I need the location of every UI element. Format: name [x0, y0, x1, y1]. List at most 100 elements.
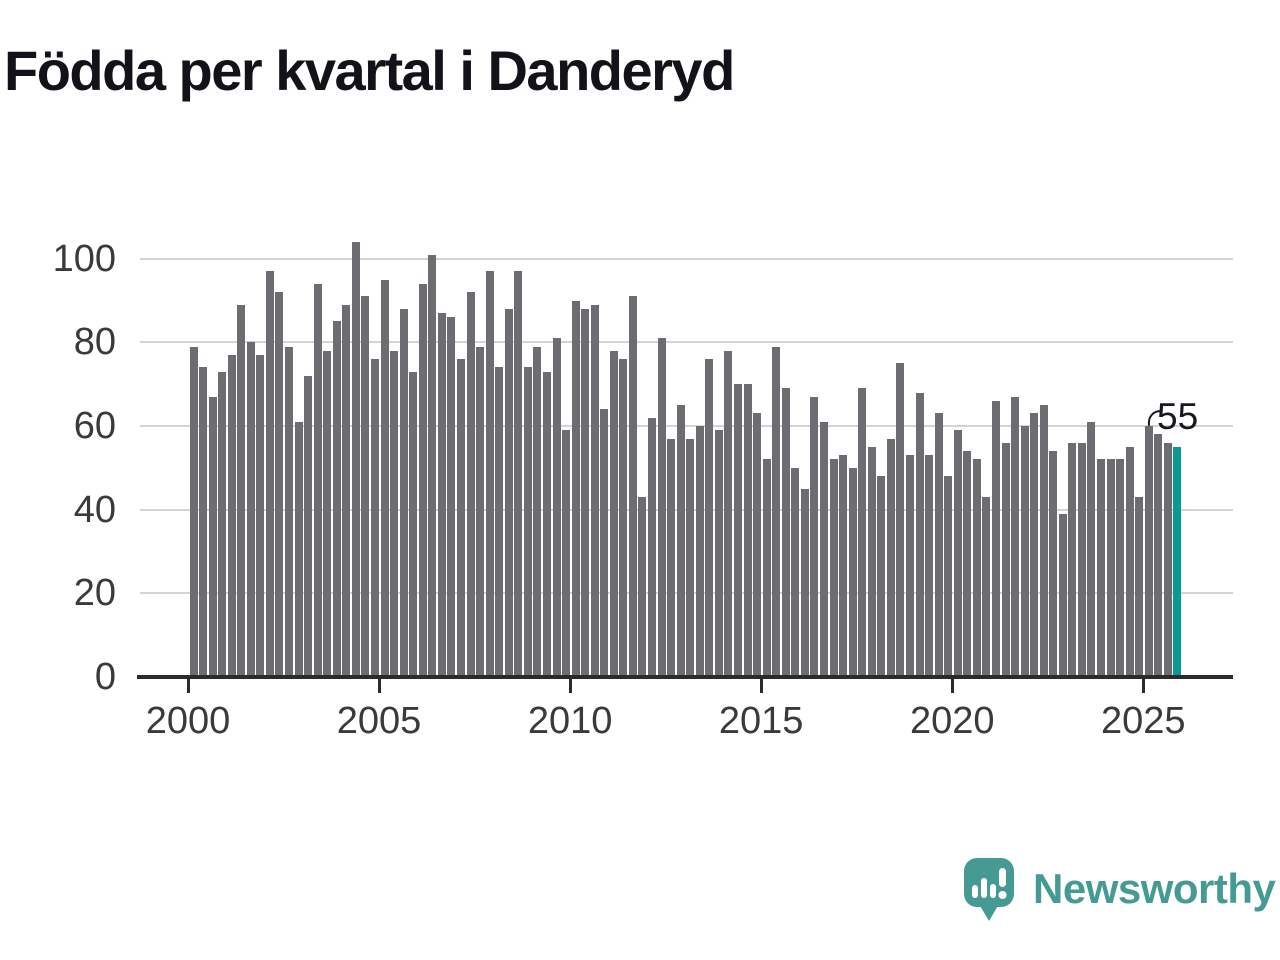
bar: [351, 241, 360, 677]
bar: [991, 400, 1000, 677]
bar: [1106, 459, 1115, 677]
bar: [905, 455, 914, 677]
bar: [953, 430, 962, 677]
bar: [304, 375, 313, 677]
x-tick-2015: [759, 679, 763, 693]
bar: [819, 421, 828, 677]
bar: [390, 350, 399, 677]
bar: [600, 409, 609, 677]
bar: [409, 371, 418, 677]
x-tick-label-2010: 2010: [527, 700, 613, 742]
bar: [256, 354, 265, 677]
annotation-leader-line: [1147, 410, 1162, 426]
bar: [1020, 426, 1029, 677]
bar: [237, 304, 246, 677]
bar: [724, 350, 733, 677]
x-tick-2005: [377, 679, 381, 693]
y-tick-label-0: 0: [94, 656, 116, 698]
gridline-100: [140, 257, 1233, 260]
bar: [342, 304, 351, 677]
bar: [218, 371, 227, 677]
bar: [800, 488, 809, 677]
bar: [332, 321, 341, 677]
bar: [705, 359, 714, 677]
bar: [199, 367, 208, 677]
bar: [753, 413, 762, 677]
bar: [476, 346, 485, 677]
bar: [877, 476, 886, 677]
bar: [972, 459, 981, 677]
bar: [533, 346, 542, 677]
bar: [963, 451, 972, 677]
bar: [1116, 459, 1125, 677]
bar: [466, 292, 475, 677]
bar: [982, 497, 991, 677]
bar: [361, 296, 370, 677]
bar: [1039, 405, 1048, 677]
bar: [581, 308, 590, 677]
gridline-80: [140, 341, 1233, 344]
bar: [944, 476, 953, 677]
bar: [934, 413, 943, 677]
bar: [791, 467, 800, 677]
bar: [495, 367, 504, 677]
bar: [313, 283, 322, 677]
bar: [1077, 442, 1086, 677]
plot-area: [140, 230, 1233, 677]
bar: [399, 308, 408, 677]
bar: [686, 438, 695, 677]
bar: [1125, 446, 1134, 677]
bar: [810, 396, 819, 677]
x-tick-2010: [568, 679, 572, 693]
bar: [867, 446, 876, 677]
bar: [371, 359, 379, 677]
x-tick-label-2000: 2000: [145, 700, 231, 742]
bar: [504, 308, 513, 677]
bar: [437, 313, 446, 677]
bar: [896, 363, 905, 677]
bar: [418, 283, 427, 677]
bar: [657, 338, 666, 677]
bar: [571, 300, 580, 677]
bar: [1135, 497, 1144, 677]
x-tick-label-2025: 2025: [1101, 700, 1186, 742]
bar: [925, 455, 934, 677]
x-tick-label-2005: 2005: [336, 700, 422, 742]
x-tick-label-2020: 2020: [909, 700, 995, 742]
bar: [590, 304, 599, 677]
bar: [227, 354, 236, 677]
bar: [915, 392, 924, 677]
bar: [1001, 442, 1010, 677]
bar: [208, 396, 217, 677]
y-tick-label-60: 60: [73, 405, 116, 448]
bar: [762, 459, 771, 677]
bar: [714, 430, 723, 677]
bar: [619, 359, 628, 677]
y-tick-label-100: 100: [52, 237, 116, 280]
y-tick-label-40: 40: [73, 488, 116, 531]
bar: [1058, 513, 1067, 677]
bar: [523, 367, 532, 677]
bar: [743, 384, 752, 677]
x-tick-2020: [950, 679, 954, 693]
newsworthy-logo: Newsworthy: [963, 857, 1276, 925]
newsworthy-logo-text: Newsworthy: [1033, 865, 1276, 912]
bar: [552, 338, 561, 677]
bar: [695, 426, 704, 677]
x-axis-line: [137, 675, 1233, 679]
bar: [1097, 459, 1106, 677]
bar: [839, 455, 848, 677]
bar: [189, 346, 198, 677]
bar: [1144, 426, 1153, 677]
bar: [265, 271, 274, 677]
bar: [886, 438, 895, 677]
newsworthy-logo-icon: [964, 858, 1014, 921]
bar: [428, 254, 437, 677]
bar: [1049, 451, 1058, 677]
chart-title: Födda per kvartal i Danderyd: [4, 39, 735, 102]
bar: [514, 271, 523, 677]
bar: [294, 421, 303, 677]
bar: [1030, 413, 1039, 677]
bar: [829, 459, 838, 677]
bar: [380, 279, 389, 677]
